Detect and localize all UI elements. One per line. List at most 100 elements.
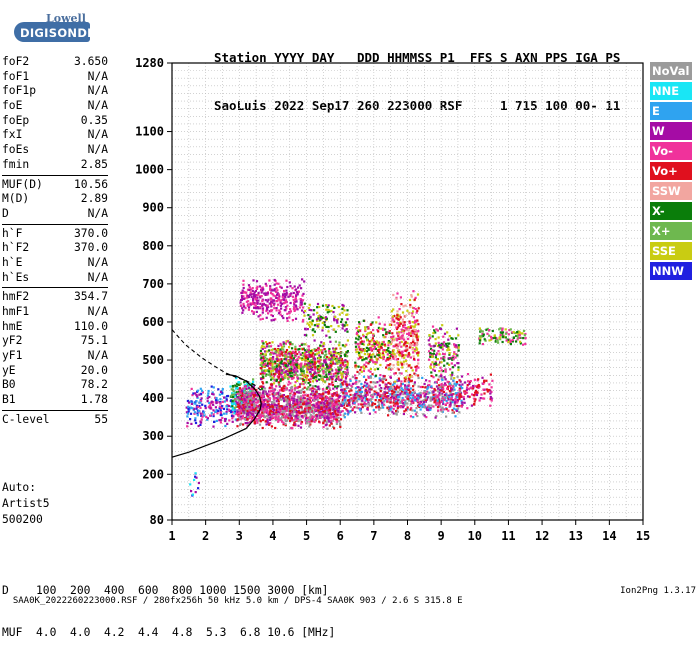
echo-point <box>385 367 387 369</box>
echo-point <box>457 366 459 368</box>
echo-point <box>308 422 310 424</box>
echo-point <box>303 372 305 374</box>
echo-point <box>338 420 340 422</box>
echo-point <box>221 417 223 419</box>
echo-point <box>443 341 445 343</box>
echo-point <box>331 381 333 383</box>
echo-point <box>265 341 267 343</box>
echo-point <box>269 397 271 399</box>
echo-point <box>483 392 485 394</box>
echo-point <box>301 301 303 303</box>
echo-point <box>463 398 465 400</box>
echo-point <box>361 348 363 350</box>
echo-point <box>216 420 218 422</box>
echo-point <box>365 379 367 381</box>
echo-point <box>314 372 316 374</box>
echo-point <box>368 403 370 405</box>
echo-point <box>467 380 469 382</box>
echo-point <box>213 413 215 415</box>
echo-point <box>363 368 365 370</box>
echo-point <box>282 410 284 412</box>
echo-point <box>402 383 404 385</box>
echo-point <box>258 292 260 294</box>
echo-point <box>306 419 308 421</box>
echo-point <box>333 392 335 394</box>
echo-point <box>232 415 234 417</box>
echo-point <box>361 340 363 342</box>
echo-point <box>300 423 302 425</box>
echo-point <box>276 309 278 311</box>
echo-point <box>271 401 273 403</box>
echo-point <box>191 388 193 390</box>
echo-point <box>290 427 292 429</box>
echo-point <box>305 400 307 402</box>
echo-point <box>260 364 262 366</box>
echo-point <box>358 373 360 375</box>
echo-point <box>440 346 442 348</box>
echo-point <box>215 397 217 399</box>
echo-point <box>314 385 316 387</box>
echo-point <box>220 411 222 413</box>
echo-point <box>335 375 337 377</box>
echo-point <box>438 394 440 396</box>
echo-point <box>250 388 252 390</box>
echo-point <box>292 362 294 364</box>
echo-point <box>274 366 276 368</box>
echo-point <box>358 326 360 328</box>
echo-point <box>266 317 268 319</box>
echo-point <box>241 390 243 392</box>
echo-point <box>298 351 300 353</box>
echo-point <box>289 308 291 310</box>
echo-point <box>363 370 365 372</box>
echo-point <box>471 405 473 407</box>
echo-point <box>448 349 450 351</box>
echo-point <box>226 395 228 397</box>
echo-point <box>316 353 318 355</box>
echo-point <box>403 332 405 334</box>
echo-point <box>346 355 348 357</box>
echo-point <box>325 335 327 337</box>
echo-point <box>338 325 340 327</box>
echo-point <box>352 376 354 378</box>
echo-point <box>226 423 228 425</box>
echo-point <box>345 322 347 324</box>
echo-point <box>297 425 299 427</box>
echo-point <box>287 356 289 358</box>
echo-point <box>412 290 414 292</box>
echo-point <box>415 407 417 409</box>
echo-point <box>320 408 322 410</box>
echo-point <box>411 330 413 332</box>
echo-point <box>284 377 286 379</box>
echo-point <box>414 320 416 322</box>
echo-point <box>408 365 410 367</box>
echo-point <box>374 386 376 388</box>
echo-point <box>378 406 380 408</box>
echo-point <box>397 361 399 363</box>
echo-point <box>245 385 247 387</box>
echo-point <box>269 419 271 421</box>
echo-point <box>347 399 349 401</box>
echo-point <box>313 412 315 414</box>
echo-point <box>409 409 411 411</box>
echo-point <box>232 407 234 409</box>
echo-point <box>194 417 196 419</box>
echo-point <box>300 298 302 300</box>
echo-point <box>440 393 442 395</box>
echo-point <box>318 357 320 359</box>
echo-point <box>355 341 357 343</box>
echo-point <box>367 348 369 350</box>
echo-point <box>312 320 314 322</box>
echo-point <box>266 409 268 411</box>
echo-point <box>444 345 446 347</box>
echo-point <box>248 289 250 291</box>
echo-point <box>371 387 373 389</box>
echo-point <box>347 339 349 341</box>
echo-point <box>453 377 455 379</box>
echo-point <box>357 396 359 398</box>
echo-point <box>407 395 409 397</box>
echo-point <box>306 422 308 424</box>
echo-point <box>405 305 407 307</box>
echo-point <box>286 387 288 389</box>
echo-point <box>415 374 417 376</box>
echo-point <box>440 384 442 386</box>
